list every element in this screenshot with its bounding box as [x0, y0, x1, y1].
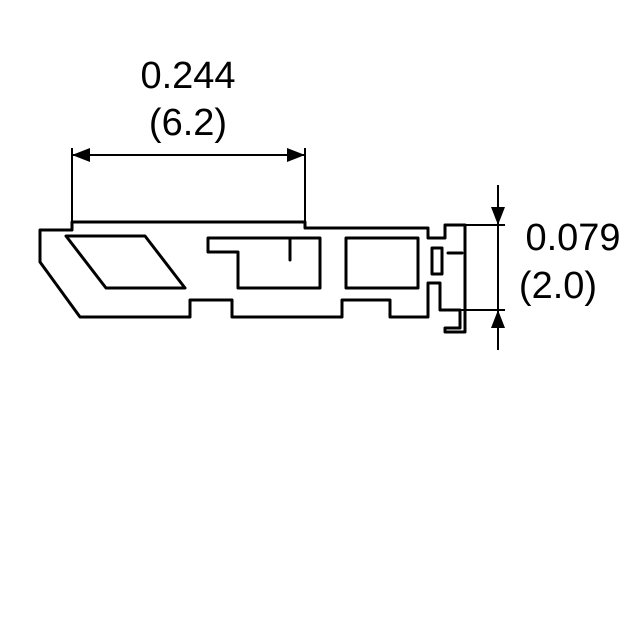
connector-terminal-outline — [40, 222, 465, 332]
dimension-height: 0.079 (2.0) — [445, 185, 621, 350]
dimension-width: 0.244 (6.2) — [72, 55, 305, 225]
dim-height-inches: 0.079 — [525, 217, 620, 259]
dim-width-inches: 0.244 — [140, 55, 235, 97]
dim-width-mm: (6.2) — [149, 102, 227, 144]
technical-drawing: 0.244 (6.2) 0.079 (2.0) — [0, 0, 640, 640]
dim-height-mm: (2.0) — [519, 265, 597, 307]
